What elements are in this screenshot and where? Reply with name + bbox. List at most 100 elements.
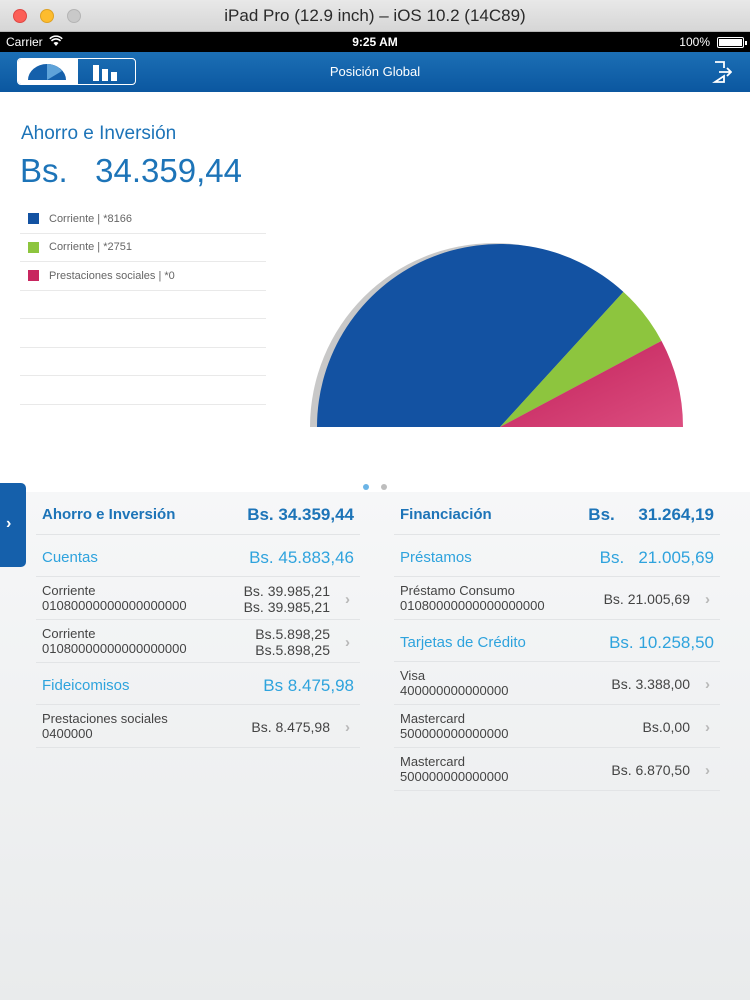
chevron-right-icon: ›: [705, 676, 710, 693]
chevron-right-icon: ›: [705, 719, 710, 736]
chart-legend: Corriente | *8166 Corriente | *2751 Pres…: [20, 205, 266, 405]
category-amount: Bs. 10.258,50: [609, 633, 714, 652]
category-label: Tarjetas de Crédito: [400, 634, 526, 651]
summary-total: Bs. 34.359,44: [20, 152, 242, 189]
legend-label: Prestaciones sociales | *0: [49, 269, 175, 282]
carrier-label: Carrier: [6, 35, 43, 49]
battery-icon: [717, 37, 747, 48]
side-menu-toggle[interactable]: ›: [0, 483, 26, 567]
chevron-right-icon: ›: [705, 591, 710, 608]
wifi-icon: [49, 35, 63, 46]
view-segmented-control[interactable]: [17, 58, 136, 85]
loan-number: 01080000000000000000: [400, 598, 545, 613]
card-name: Mastercard: [400, 754, 466, 769]
logout-icon: [712, 61, 733, 83]
account-row[interactable]: Corriente 01080000000000000000 Bs. 39.98…: [36, 577, 360, 620]
legend-item: Corriente | *8166: [20, 205, 266, 234]
card-number: 500000000000000: [400, 769, 509, 784]
category-row: Tarjetas de Crédito Bs. 10.258,50: [394, 620, 720, 662]
card-info: Mastercard 500000000000000: [400, 754, 508, 784]
card-name: Visa: [400, 668, 426, 683]
section-amount: Bs. 31.264,19: [588, 505, 714, 524]
chevron-right-icon: ›: [345, 634, 350, 651]
pie-slice[interactable]: [500, 291, 662, 427]
category-row: Préstamos Bs. 21.005,69: [394, 535, 720, 577]
legend-label: Corriente | *2751: [49, 241, 132, 254]
legend-item: Prestaciones sociales | *0: [20, 262, 266, 291]
section-header: Financiación Bs. 31.264,19: [394, 492, 720, 535]
account-amounts: Bs. 39.985,21 Bs. 39.985,21: [244, 583, 330, 615]
legend-empty-row: [20, 291, 266, 319]
loan-amount: Bs. 21.005,69: [603, 591, 690, 607]
section-header: Ahorro e Inversión Bs. 34.359,44: [36, 492, 360, 535]
category-amount: Bs. 21.005,69: [599, 548, 714, 567]
card-number: 400000000000000: [400, 683, 509, 698]
bar-chart-view-button[interactable]: [76, 59, 136, 84]
category-amount: Bs 8.475,98: [263, 676, 354, 695]
section-label: Financiación: [400, 506, 492, 523]
logout-button[interactable]: [712, 61, 733, 88]
pie-slice[interactable]: [500, 340, 683, 427]
account-row[interactable]: Corriente 01080000000000000000 Bs.5.898,…: [36, 620, 360, 663]
account-name: Corriente: [42, 583, 96, 598]
status-time: 9:25 AM: [352, 35, 398, 49]
account-number: 0400000: [42, 726, 93, 741]
account-info: Prestaciones sociales 0400000: [42, 711, 168, 741]
status-bar: Carrier 9:25 AM 100%: [0, 32, 750, 52]
card-row[interactable]: Mastercard 500000000000000 Bs.0,00 ›: [394, 705, 720, 748]
account-amount: Bs. 39.985,21: [243, 583, 330, 599]
legend-empty-row: [20, 319, 266, 348]
account-available-amount: Bs. 39.985,21: [243, 599, 330, 615]
pie-slice[interactable]: [317, 244, 624, 427]
close-window-button[interactable]: [13, 9, 27, 23]
account-info: Corriente 01080000000000000000: [42, 583, 187, 613]
account-amount: Bs. 8.475,98: [251, 719, 330, 735]
account-info: Corriente 01080000000000000000: [42, 626, 187, 656]
card-info: Visa 400000000000000: [400, 668, 508, 698]
card-number: 500000000000000: [400, 726, 509, 741]
category-label: Préstamos: [400, 549, 472, 566]
chevron-right-icon: ›: [345, 719, 350, 736]
legend-swatch: [28, 241, 39, 253]
loan-info: Préstamo Consumo 01080000000000000000: [400, 583, 545, 613]
category-row: Fideicomisos Bs 8.475,98: [36, 663, 360, 705]
card-row[interactable]: Visa 400000000000000 Bs. 3.388,00 ›: [394, 662, 720, 705]
account-name: Corriente: [42, 626, 96, 641]
financing-column: Financiación Bs. 31.264,19 Préstamos Bs.…: [394, 492, 720, 791]
minimize-window-button[interactable]: [40, 9, 54, 23]
chart-panel[interactable]: Ahorro e Inversión Bs. 34.359,44 Corrien…: [0, 92, 750, 492]
legend-empty-row: [20, 376, 266, 405]
card-amount: Bs.0,00: [642, 719, 690, 735]
page-dot[interactable]: [381, 484, 388, 490]
card-amount: Bs. 6.870,50: [611, 762, 690, 778]
category-label: Fideicomisos: [42, 677, 130, 694]
account-row[interactable]: Prestaciones sociales 0400000 Bs. 8.475,…: [36, 705, 360, 748]
card-row[interactable]: Mastercard 500000000000000 Bs. 6.870,50 …: [394, 748, 720, 791]
card-info: Mastercard 500000000000000: [400, 711, 508, 741]
card-name: Mastercard: [400, 711, 466, 726]
account-number: 01080000000000000000: [42, 598, 187, 613]
account-number: 01080000000000000000: [42, 641, 187, 656]
pie-chart-view-button[interactable]: [18, 59, 77, 84]
account-amount: Bs.5.898,25: [255, 626, 330, 642]
chevron-right-icon: ›: [705, 762, 710, 779]
savings-column: Ahorro e Inversión Bs. 34.359,44 Cuentas…: [36, 492, 360, 748]
section-amount: Bs. 34.359,44: [247, 505, 354, 524]
card-amount: Bs. 3.388,00: [611, 676, 690, 692]
pie-chart[interactable]: [300, 232, 700, 437]
category-amount: Bs. 45.883,46: [249, 548, 354, 567]
loan-row[interactable]: Préstamo Consumo 01080000000000000000 Bs…: [394, 577, 720, 620]
page-indicator[interactable]: [0, 477, 750, 495]
pie-chart-icon: [28, 63, 67, 80]
page-title: Posición Global: [329, 64, 421, 79]
category-row: Cuentas Bs. 45.883,46: [36, 535, 360, 577]
account-available-amount: Bs.5.898,25: [255, 642, 330, 658]
navigation-bar: Posición Global: [0, 52, 750, 92]
legend-label: Corriente | *8166: [49, 212, 132, 225]
category-label: Cuentas: [42, 549, 98, 566]
section-label: Ahorro e Inversión: [42, 506, 176, 523]
page-dot[interactable]: [362, 484, 369, 490]
loan-name: Préstamo Consumo: [400, 583, 515, 598]
legend-swatch: [28, 270, 39, 282]
zoom-window-button[interactable]: [67, 9, 81, 23]
